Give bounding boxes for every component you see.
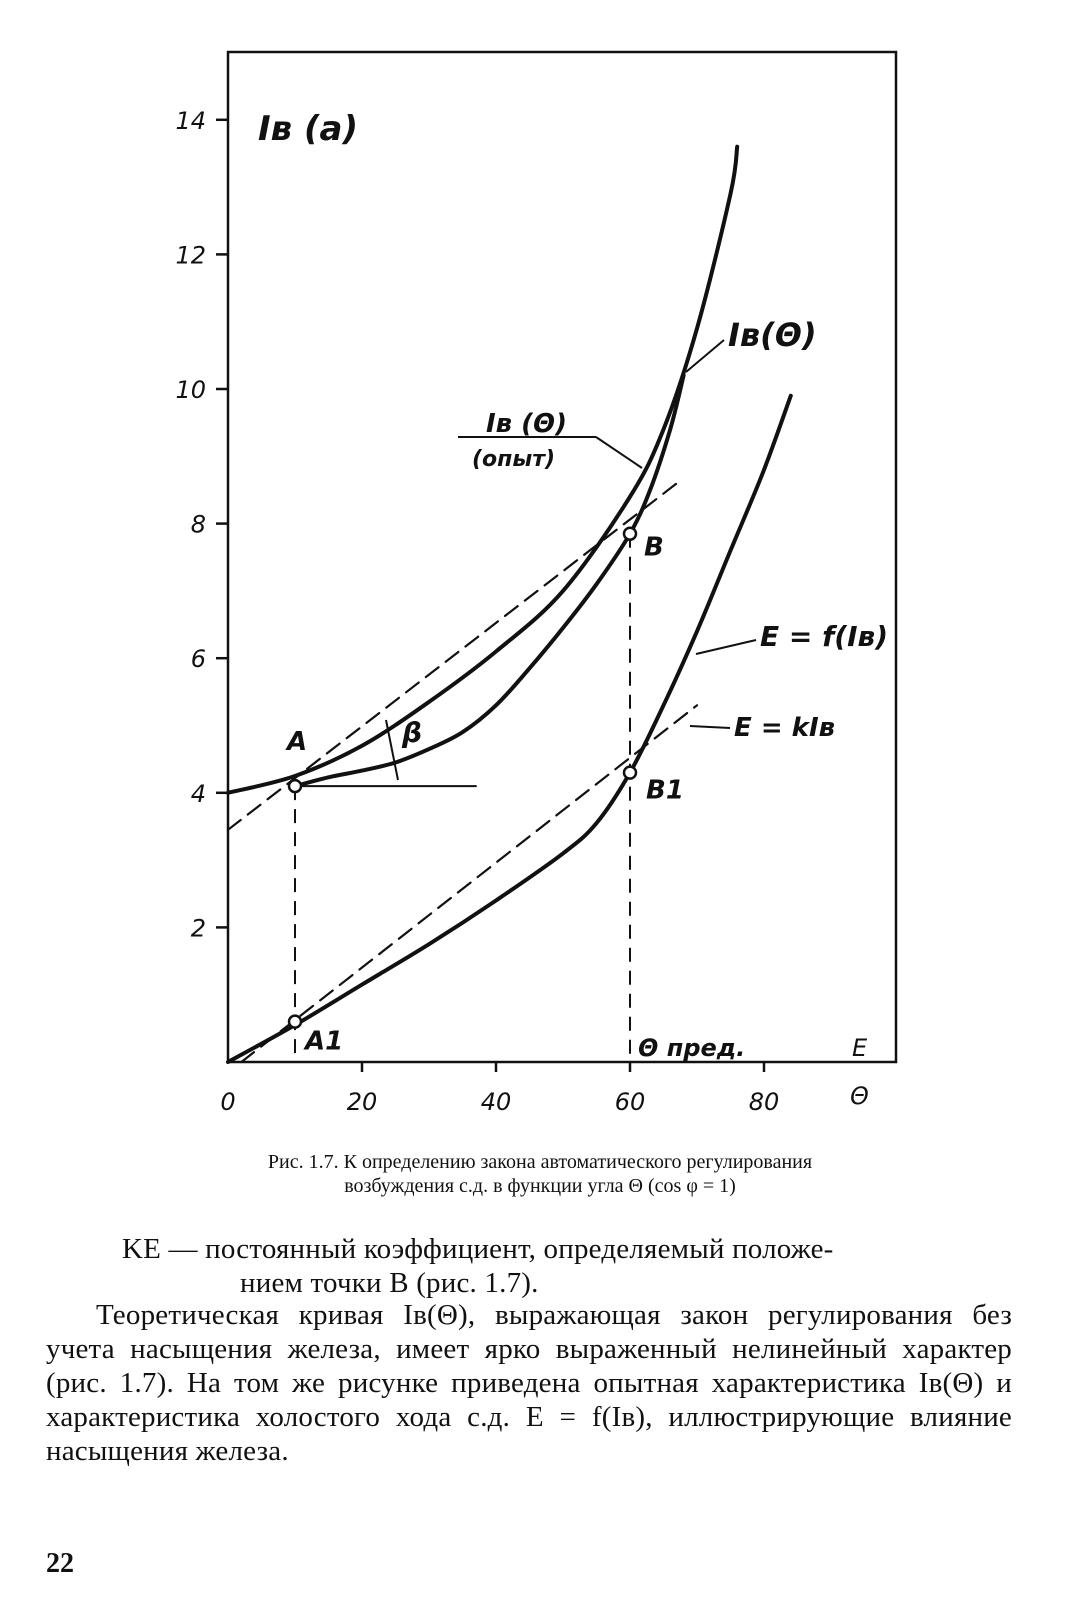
figure-caption: Рис. 1.7. К определению закона автоматич… (110, 1150, 970, 1198)
point-marker-a1 (287, 1014, 303, 1029)
page-number: 22 (46, 1548, 74, 1579)
point-label-a: A (285, 727, 307, 757)
label-e-k: E = kIв (734, 713, 835, 743)
paragraph-definition: KE — постоянный коэффициент, определяемы… (122, 1232, 1012, 1300)
x-tick-label-2: 40 (481, 1088, 512, 1116)
y-tick-label-2: 6 (191, 645, 206, 673)
point-marker-a (287, 778, 303, 794)
point-label-a1: A1 (303, 1027, 343, 1057)
point-label-b1: B1 (646, 776, 684, 806)
y-tick-label-1: 4 (191, 780, 206, 808)
point-label-b: B (644, 533, 664, 563)
caption-line-2: возбуждения с.д. в функции угла Θ (cos φ… (344, 1175, 736, 1197)
x-tick-label-0: 0 (220, 1088, 235, 1116)
label-leader-e-k (689, 725, 731, 729)
x-axis-letter-e: E (852, 1034, 868, 1062)
paragraph-definition-line-1: KE — постоянный коэффициент, определяемы… (122, 1233, 834, 1265)
y-axis-label: Iв (a) (258, 109, 358, 149)
series-line-4 (226, 482, 678, 831)
label-theta-pred: Θ пред. (638, 1034, 745, 1062)
beta-label: β (401, 716, 422, 749)
x-tick-label-4: 80 (749, 1088, 780, 1116)
point-marker-b (622, 526, 638, 541)
label-leader-ib-exp-2 (595, 436, 643, 469)
series-line-0 (226, 144, 740, 795)
series-line-1 (293, 373, 686, 789)
y-tick-label-3: 8 (191, 511, 206, 539)
y-tick-label-5: 12 (175, 241, 206, 269)
point-marker-b1 (622, 765, 638, 780)
y-tick-label-4: 10 (175, 376, 206, 404)
caption-line-1: Рис. 1.7. К определению закона автоматич… (267, 1151, 813, 1173)
label-leader-ib-theta (685, 339, 725, 373)
label-exp: (опыт) (472, 447, 555, 472)
y-tick-label-6: 14 (175, 107, 206, 135)
label-leader-e-f (695, 639, 757, 655)
x-tick-label-1: 20 (347, 1088, 378, 1116)
y-tick-label-0: 2 (191, 914, 206, 942)
label-ib-theta-exp: Iв (Θ) (486, 409, 567, 439)
paragraph-main: Теоретическая кривая Iв(Θ), выражающая з… (46, 1299, 1012, 1467)
label-ib-theta: Iв(Θ) (728, 316, 817, 354)
plot-frame (226, 50, 898, 1064)
paragraph-definition-line-2: нием точки B (рис. 1.7). (240, 1267, 539, 1299)
series-line-2 (226, 393, 793, 1064)
x-tick-label-3: 60 (615, 1088, 646, 1116)
beta-arc (385, 719, 399, 781)
x-axis-letter-theta: Θ (850, 1082, 869, 1110)
figure-1-7: 2 4 6 8 10 12 14 0 20 40 60 80 ΘE A B A1 B1 Iв (a) Iв(Θ)… (175, 50, 898, 1116)
label-e-f: E = f(Iв) (760, 620, 888, 653)
series-line-3 (240, 704, 699, 1064)
